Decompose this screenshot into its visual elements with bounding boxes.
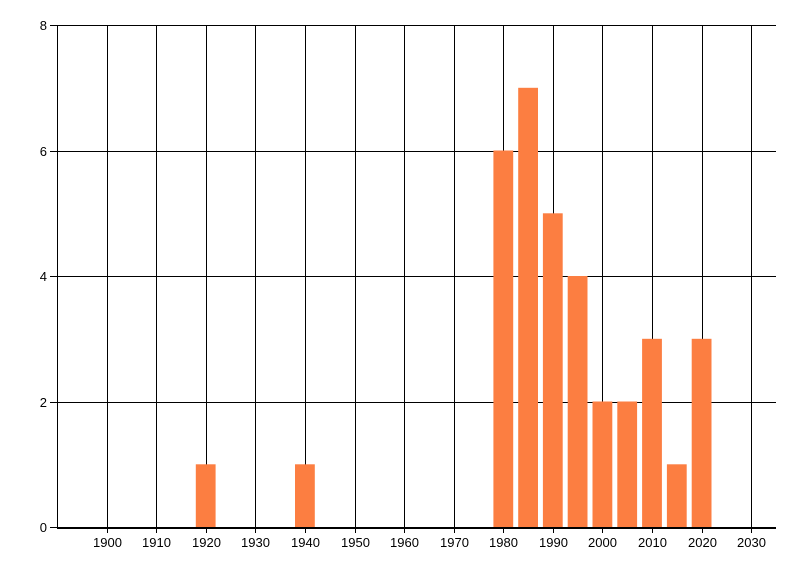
x-tick-label: 1980 — [489, 535, 518, 550]
bar — [617, 401, 638, 527]
bar — [542, 213, 563, 528]
x-tick-label: 1930 — [241, 535, 270, 550]
y-tick-label: 0 — [40, 520, 47, 535]
x-tick-label: 1910 — [142, 535, 171, 550]
y-tick-label: 2 — [40, 395, 47, 410]
y-tick-label: 4 — [40, 269, 47, 284]
x-tick-label: 2000 — [588, 535, 617, 550]
bar — [642, 338, 662, 528]
x-tick-label: 2020 — [688, 535, 717, 550]
y-tick-label: 6 — [40, 144, 47, 159]
bar — [666, 464, 687, 528]
x-tick-label: 1960 — [390, 535, 419, 550]
bar — [592, 401, 613, 527]
x-tick-label: 1900 — [93, 535, 122, 550]
bar — [195, 464, 216, 528]
bar — [567, 276, 588, 527]
x-tick-label: 1920 — [192, 535, 221, 550]
y-tick-label: 8 — [40, 18, 47, 33]
x-tick-label: 1950 — [341, 535, 370, 550]
bar — [493, 150, 514, 527]
x-tick-label: 2030 — [737, 535, 766, 550]
x-tick-label: 1940 — [291, 535, 320, 550]
x-tick-label: 1990 — [539, 535, 568, 550]
bar — [691, 338, 712, 528]
bar — [518, 87, 538, 528]
bar — [295, 464, 315, 528]
x-tick-label: 2010 — [638, 535, 667, 550]
x-tick-label: 1970 — [440, 535, 469, 550]
